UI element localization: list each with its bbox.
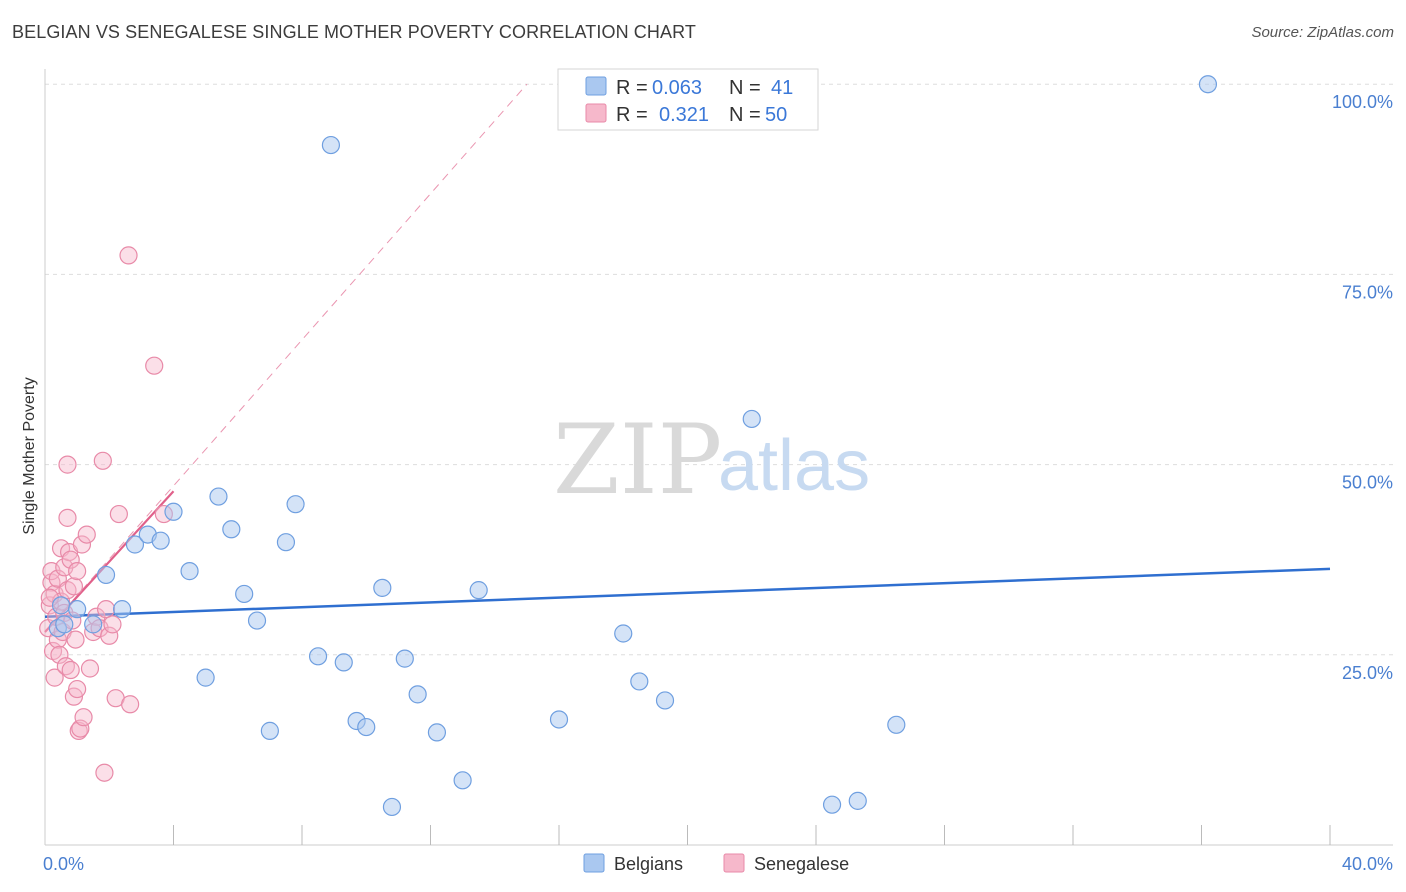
belgian-point — [742, 409, 761, 429]
y-tick-label: 100.0% — [1332, 92, 1393, 112]
belgian-point — [151, 531, 170, 550]
senegalese-point — [71, 719, 90, 738]
senegalese-point — [64, 577, 84, 596]
belgian-point — [1198, 75, 1218, 94]
belgian-point — [308, 647, 328, 666]
belgian-point — [408, 685, 427, 704]
belgian-point — [164, 502, 183, 521]
belgian-point — [357, 717, 376, 737]
belgian-point — [382, 797, 402, 817]
legend-r-label-senegalese: R = — [616, 104, 648, 126]
y-tick-labels: 25.0% 50.0% 75.0% 100.0% — [1332, 92, 1393, 683]
senegalese-point — [66, 630, 85, 649]
bottom-legend-label-senegalese: Senegalese — [754, 854, 849, 874]
x-tick-labels: 0.0% 40.0% — [43, 854, 1393, 874]
belgian-point — [276, 533, 296, 552]
legend-r-label-belgians: R = — [616, 77, 648, 99]
belgian-point — [235, 584, 254, 604]
axes — [44, 69, 1393, 846]
senegalese-point — [68, 679, 87, 699]
belgian-point — [55, 615, 74, 634]
belgian-point — [84, 615, 103, 634]
belgian-point — [222, 520, 241, 539]
y-tick-label: 50.0% — [1342, 473, 1393, 493]
belgian-point — [286, 495, 305, 514]
belgian-point — [96, 565, 116, 585]
senegalese-point — [95, 763, 114, 782]
belgian-point — [395, 649, 414, 668]
senegalese-point — [80, 659, 100, 678]
senegalese-point — [96, 600, 116, 619]
senegalese-trend-extension — [44, 83, 528, 633]
legend-r-value-senegalese: 0.321 — [659, 104, 709, 126]
senegalese-point — [58, 455, 77, 474]
watermark: ZIP atlas — [553, 404, 870, 516]
belgian-point — [125, 535, 145, 554]
senegalese-point — [58, 508, 77, 527]
x-tick-label: 0.0% — [43, 854, 84, 874]
belgian-point — [614, 624, 633, 643]
legend: R = 0.063 N = 41 R = 0.321 N = 50 — [557, 68, 819, 131]
belgian-point — [887, 715, 906, 734]
belgian-point — [51, 596, 71, 615]
y-tick-label: 75.0% — [1342, 282, 1393, 302]
belgian-point — [209, 487, 228, 506]
senegalese-point — [100, 626, 119, 645]
belgian-point — [247, 611, 267, 630]
belgian-point — [848, 791, 867, 810]
watermark-zip: ZIP — [553, 404, 722, 516]
bottom-legend: Belgians Senegalese — [583, 853, 849, 874]
senegalese-point — [72, 535, 92, 554]
belgian-point — [196, 668, 215, 687]
belgian-point — [655, 691, 675, 710]
legend-n-label-senegalese: N = — [729, 104, 761, 126]
legend-r-value-belgians: 0.063 — [652, 77, 702, 99]
trend-lines — [44, 83, 1331, 633]
source-credit: Source: ZipAtlas.com — [1251, 24, 1394, 41]
legend-n-value-belgians: 41 — [771, 77, 793, 99]
senegalese-point — [109, 504, 128, 524]
legend-swatch-senegalese — [585, 103, 607, 123]
x-tick-label: 40.0% — [1342, 854, 1393, 874]
senegalese-point — [77, 525, 96, 544]
senegalese-point — [45, 668, 64, 687]
belgian-point — [630, 672, 649, 691]
belgian-point — [180, 562, 199, 581]
senegalese-point — [119, 246, 138, 265]
bottom-legend-swatch-belgians — [583, 853, 605, 873]
belgian-point — [68, 600, 87, 619]
bottom-legend-swatch-senegalese — [723, 853, 745, 873]
belgian-point — [822, 795, 842, 814]
belgian-point — [469, 581, 488, 600]
belgian-point — [334, 653, 353, 672]
belgian-point — [321, 135, 341, 155]
grid-lines — [45, 83, 1393, 656]
senegalese-point — [61, 550, 80, 569]
senegalese-point — [121, 695, 140, 714]
watermark-atlas: atlas — [718, 426, 870, 506]
y-axis-title: Single Mother Poverty — [21, 377, 38, 534]
senegalese-point — [61, 660, 80, 680]
belgian-point — [112, 600, 132, 619]
legend-swatch-belgians — [585, 76, 607, 96]
belgian-trend-line — [44, 567, 1331, 619]
belgian-points — [48, 75, 1218, 817]
chart-title: BELGIAN VS SENEGALESE SINGLE MOTHER POVE… — [12, 22, 696, 42]
senegalese-point — [103, 615, 122, 634]
senegalese-point — [145, 356, 164, 375]
belgian-point — [453, 771, 472, 790]
belgian-point — [549, 710, 569, 729]
legend-n-value-senegalese: 50 — [765, 104, 787, 126]
belgian-point — [373, 578, 392, 597]
senegalese-point — [74, 708, 93, 727]
belgian-point — [260, 721, 279, 740]
senegalese-point — [68, 562, 87, 581]
y-tick-label: 25.0% — [1342, 663, 1393, 683]
senegalese-point — [93, 451, 112, 470]
belgian-point — [427, 723, 447, 742]
senegalese-point — [50, 645, 69, 664]
legend-n-label-belgians: N = — [729, 77, 761, 99]
bottom-legend-label-belgians: Belgians — [614, 854, 683, 874]
